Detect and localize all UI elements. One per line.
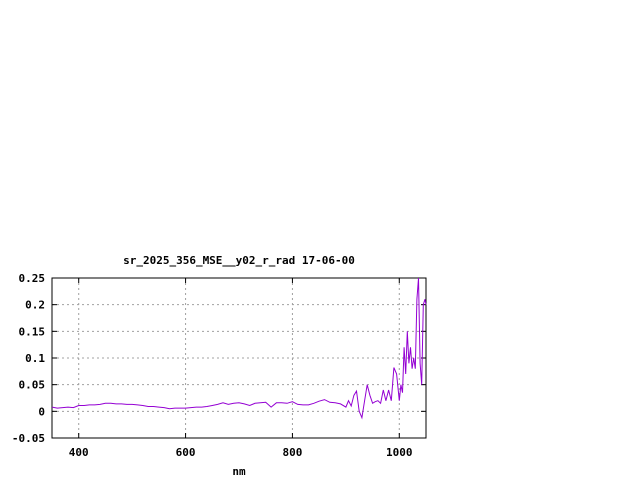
series-line — [51, 277, 427, 420]
y-tick-label: 0.05 — [19, 379, 46, 392]
ticks: -0.05 0 0.05 0.1 0.15 0.2 0.25 400 600 800 1000 — [12, 272, 426, 459]
x-tick-label: 1000 — [386, 446, 413, 459]
y-tick-label: 0.2 — [25, 299, 45, 312]
y-tick-label: -0.05 — [12, 432, 45, 445]
x-tick-label: 600 — [176, 446, 196, 459]
grid — [52, 278, 426, 438]
x-tick-label: 800 — [282, 446, 302, 459]
y-tick-label: 0.25 — [19, 272, 46, 285]
x-axis-label: nm — [232, 465, 246, 478]
y-tick-label: 0 — [38, 405, 45, 418]
chart-title: sr_2025_356_MSE__y02_r_rad 17-06-00 — [123, 254, 355, 267]
y-tick-label: 0.1 — [25, 352, 45, 365]
x-tick-label: 400 — [69, 446, 89, 459]
y-tick-label: 0.15 — [19, 325, 46, 338]
